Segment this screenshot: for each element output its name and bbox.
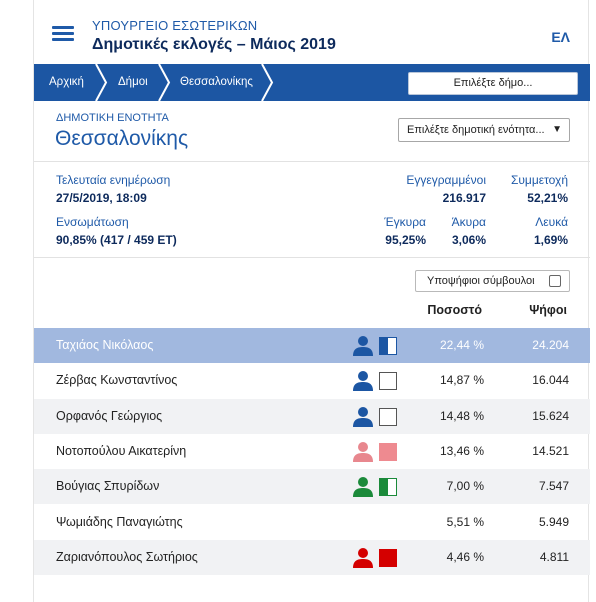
percent-cell: 14,48 % [439,408,484,423]
breadcrumb-municipalities[interactable]: Δήμοι [118,76,148,88]
party-color-icon [379,337,397,355]
integration-label: Ενσωμάτωση [56,215,129,229]
valid-value: 95,25% [385,233,426,247]
unit-select-label: Επιλέξτε δημοτική ενότητα... [407,124,545,136]
person-icon [353,371,373,392]
votes-cell: 15.624 [532,408,569,423]
candidate-name: Νοτοπούλου Αικατερίνη [56,443,187,458]
party-color-icon [379,478,397,497]
votes-cell: 4.811 [539,549,569,564]
candidate-name: Ψωμιάδης Παναγιώτης [56,514,183,529]
blank-value: 1,69% [533,233,568,247]
ministry-label: ΥΠΟΥΡΓΕΙΟ ΕΣΩΤΕΡΙΚΩΝ [92,18,258,33]
blank-label: Λευκά [535,215,568,229]
candidates-checkbox[interactable]: Υποψήφιοι σύμβουλοι [415,270,570,292]
person-icon [353,441,373,462]
votes-cell: 5.949 [538,514,569,529]
votes-cell: 7.547 [538,479,569,494]
divider [34,257,590,258]
votes-cell: 24.204 [532,338,569,352]
invalid-value: 3,06% [451,233,486,247]
percent-cell: 7,00 % [446,479,484,494]
menu-icon[interactable] [52,26,74,42]
breadcrumb-current[interactable]: Θεσσαλονίκης [180,76,253,88]
votes-cell: 14.521 [532,443,569,458]
results-page: ΥΠΟΥΡΓΕΙΟ ΕΣΩΤΕΡΙΚΩΝ Δημοτικές εκλογές –… [33,0,590,602]
registered-label: Εγγεγραμμένοι [406,173,486,187]
table-row[interactable]: Ζέρβας Κωνσταντίνος 14,87 % 16.044 [34,363,590,398]
percent-cell: 13,46 % [439,443,484,458]
column-header-votes: Ψήφοι [529,303,567,317]
breadcrumb-home[interactable]: Αρχική [49,76,84,88]
party-color-icon [379,407,397,426]
table-row[interactable]: Ψωμιάδης Παναγιώτης 5,51 % 5.949 [34,505,590,540]
app-header: ΥΠΟΥΡΓΕΙΟ ΕΣΩΤΕΡΙΚΩΝ Δημοτικές εκλογές –… [34,0,590,64]
person-icon [353,336,373,356]
breadcrumb: Αρχική Δήμοι Θεσσαλονίκης Επιλέξτε δήμο.… [34,64,590,101]
candidate-name: Ζαριανόπουλος Σωτήριος [56,549,198,564]
chevron-right-icon [95,64,108,101]
candidate-name: Ταχιάος Νικόλαος [56,338,154,352]
checkbox-icon[interactable] [549,275,561,287]
candidates-checkbox-label: Υποψήφιοι σύμβουλοι [427,275,535,287]
page-title: Δημοτικές εκλογές – Μάιος 2019 [92,36,336,53]
last-update-value: 27/5/2019, 18:09 [56,191,147,205]
unit-select[interactable]: Επιλέξτε δημοτική ενότητα... ▼ [398,118,570,142]
invalid-label: Άκυρα [451,215,486,229]
registered-value: 216.917 [442,191,486,205]
municipality-select[interactable]: Επιλέξτε δήμο... [408,72,578,95]
chevron-right-icon [261,64,274,101]
percent-cell: 22,44 % [439,338,484,352]
candidate-name: Βούγιας Σπυρίδων [56,479,160,494]
table-row[interactable]: Νοτοπούλου Αικατερίνη 13,46 % 14.521 [34,434,590,469]
language-switch[interactable]: ΕΛ [551,29,570,45]
percent-cell: 5,51 % [446,514,484,529]
unit-name: Θεσσαλονίκης [55,127,189,150]
turnout-label: Συμμετοχή [510,173,568,187]
divider [34,161,590,162]
percent-cell: 4,46 % [446,549,484,564]
table-row[interactable]: Ταχιάος Νικόλαος 22,44 % 24.204 [34,328,590,363]
dropdown-arrow-icon: ▼ [552,124,562,135]
table-row[interactable]: Ζαριανόπουλος Σωτήριος 4,46 % 4.811 [34,539,590,575]
table-row[interactable]: Βούγιας Σπυρίδων 7,00 % 7.547 [34,469,590,505]
percent-cell: 14,87 % [439,373,484,388]
column-header-percent: Ποσοστό [427,303,482,317]
last-update-label: Τελευταία ενημέρωση [56,173,171,187]
person-icon [353,406,373,427]
candidate-name: Ζέρβας Κωνσταντίνος [56,373,178,388]
party-color-icon [379,442,397,461]
person-icon [353,547,373,568]
unit-label: ΔΗΜΟΤΙΚΗ ΕΝΟΤΗΤΑ [56,112,169,124]
party-color-icon [379,548,397,567]
table-row[interactable]: Ορφανός Γεώργιος 14,48 % 15.624 [34,398,590,434]
chevron-right-icon [158,64,171,101]
votes-cell: 16.044 [532,373,569,388]
person-icon [353,477,373,498]
candidate-name: Ορφανός Γεώργιος [56,408,163,423]
integration-value: 90,85% (417 / 459 ΕΤ) [56,233,177,247]
turnout-value: 52,21% [527,191,568,205]
party-color-icon [379,372,397,391]
valid-label: Έγκυρα [384,215,426,229]
